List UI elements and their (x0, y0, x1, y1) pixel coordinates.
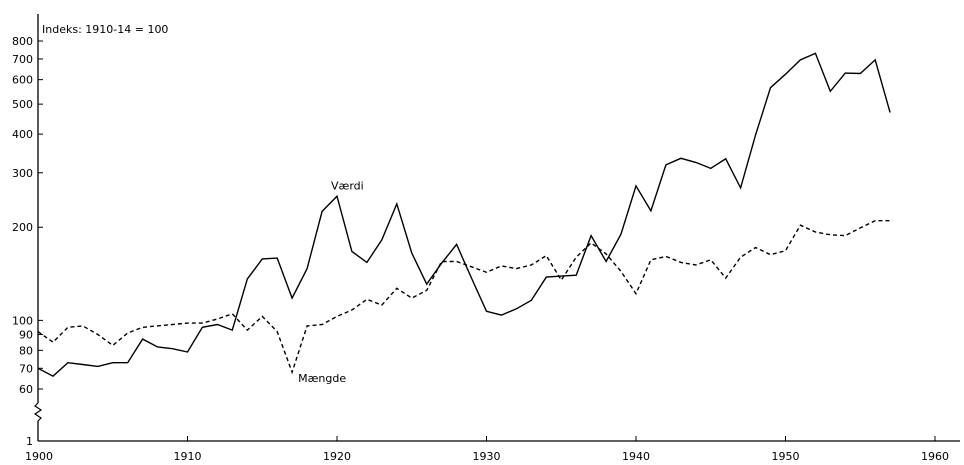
y-tick-label: 400 (12, 128, 33, 141)
series-label: Værdi (331, 179, 364, 192)
y-tick-label: 600 (12, 74, 33, 87)
x-tick-label: 1910 (174, 450, 202, 463)
axes: 60 70 80 90 100 200 300 400 500 600 700 800 1 1900 191… (12, 14, 960, 463)
chart-title: Indeks: 1910-14 = 100 (42, 23, 168, 36)
y-tick-label: 70 (19, 362, 33, 375)
x-tick-label: 1940 (622, 450, 650, 463)
y-tick-label: 90 (19, 329, 33, 342)
y-axis-break (33, 402, 43, 422)
y-tick-label: 100 (12, 314, 33, 327)
series-layer (37, 52, 891, 378)
y-tick-label: 1 (26, 435, 33, 448)
y-tick-label: 200 (12, 221, 33, 234)
x-tick-label: 1950 (772, 450, 800, 463)
y-tick-label: 800 (12, 35, 33, 48)
annotations: Værdi Mængde (298, 179, 364, 385)
y-tick-label: 700 (12, 53, 33, 66)
x-tick-label: 1960 (921, 450, 949, 463)
y-tick-label: 500 (12, 98, 33, 111)
series-line-maengde (37, 219, 891, 375)
y-tick-label: 60 (19, 383, 33, 396)
y-tick-label: 80 (19, 344, 33, 357)
x-tick-label: 1930 (473, 450, 501, 463)
x-tick-label: 1920 (323, 450, 351, 463)
y-tick-label: 300 (12, 167, 33, 180)
x-tick-label: 1900 (25, 450, 53, 463)
series-label: Mængde (298, 372, 346, 385)
series-line-vaerdi (37, 52, 891, 378)
